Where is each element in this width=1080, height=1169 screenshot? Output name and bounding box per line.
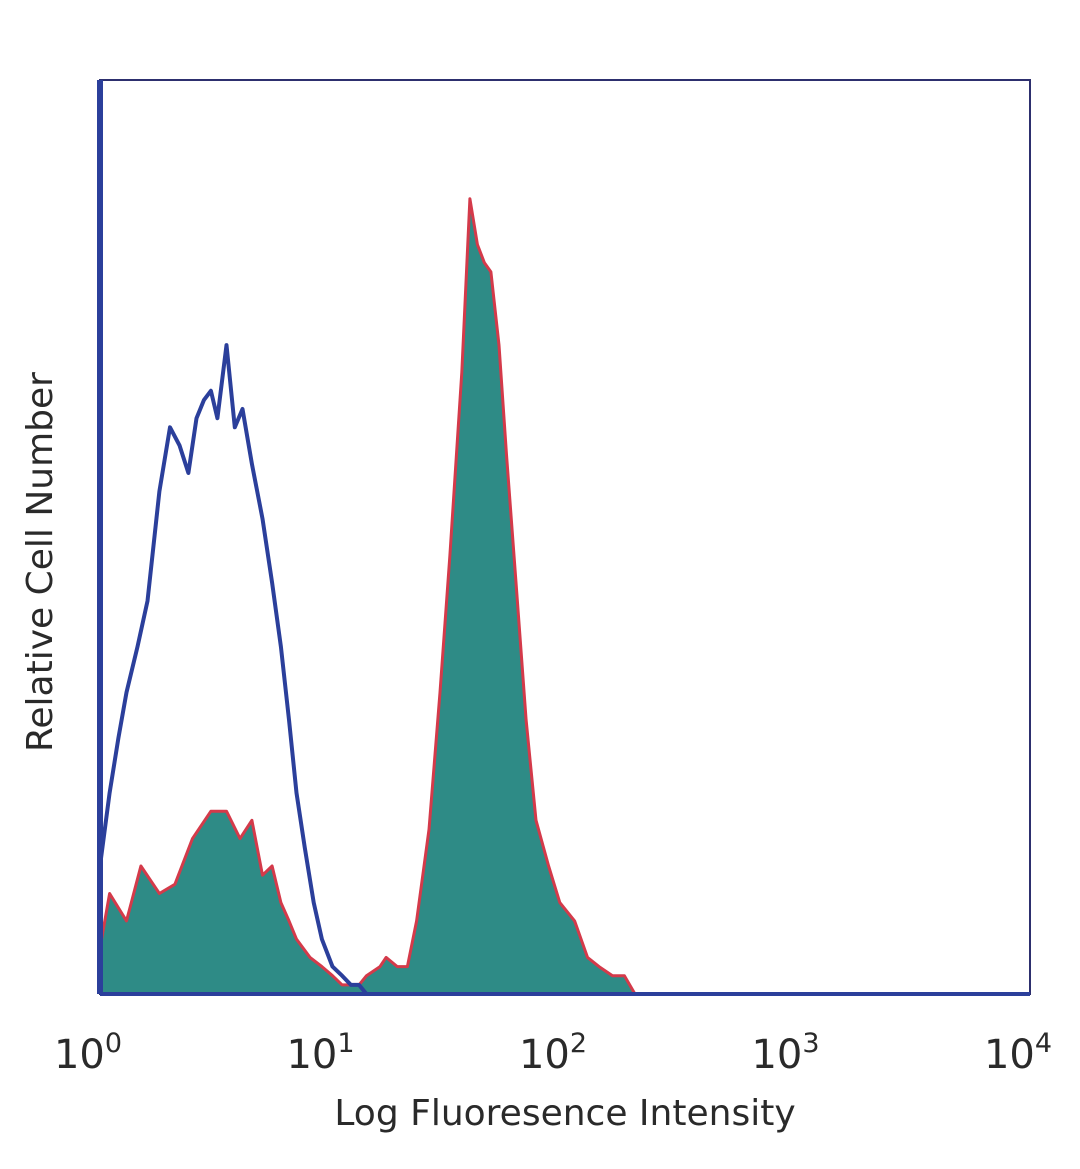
x-tick-label: 103	[751, 1028, 819, 1078]
x-tick-label: 104	[984, 1028, 1052, 1078]
x-tick-label: 102	[519, 1028, 587, 1078]
histogram-filled-area	[100, 198, 635, 995]
x-tick-label: 100	[54, 1028, 122, 1078]
histogram-outline-series	[98, 343, 369, 996]
x-tick-label: 101	[286, 1028, 354, 1078]
x-axis-title: Log Fluoresence Intensity	[334, 1093, 795, 1134]
histogram-filled-outline	[98, 197, 637, 995]
y-axis-title: Relative Cell Number	[20, 372, 61, 752]
